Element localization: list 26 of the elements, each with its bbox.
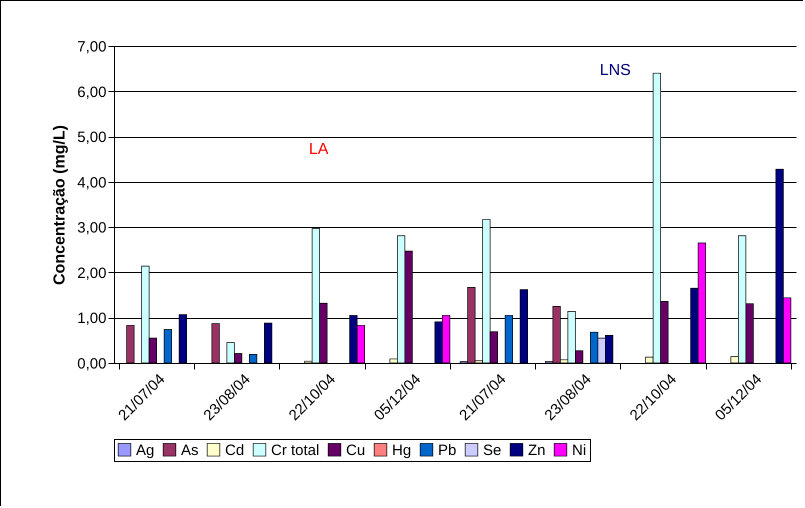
bar xyxy=(264,322,272,364)
y-tick-label: 1,00 xyxy=(77,310,106,328)
legend-label: Hg xyxy=(392,442,412,459)
y-tick-label: 0,00 xyxy=(77,356,106,372)
legend-label: Ag xyxy=(136,442,154,459)
legend-label: Zn xyxy=(528,442,546,459)
bar xyxy=(212,323,220,364)
annotation: LNS xyxy=(600,62,631,79)
y-tick-label: 4,00 xyxy=(77,174,106,192)
legend-label: Cd xyxy=(225,442,244,459)
y-tick-label: 3,00 xyxy=(77,220,106,237)
legend-label: Cu xyxy=(346,442,366,459)
legend-label: Ni xyxy=(572,442,586,459)
legend-label: Se xyxy=(483,442,502,459)
legend-label: Cr total xyxy=(271,442,320,459)
y-axis-title: Concentração (mg/L) xyxy=(51,124,68,286)
annotation: LA xyxy=(308,141,329,158)
bar xyxy=(164,329,172,364)
y-tick-label: 2,00 xyxy=(77,264,106,282)
legend-label: Pb xyxy=(438,442,456,459)
bar xyxy=(249,354,258,364)
bar xyxy=(126,325,134,364)
y-tick-label: 7,00 xyxy=(77,38,106,56)
y-tick-label: 6,00 xyxy=(77,84,106,101)
legend-label: As xyxy=(181,442,199,459)
y-tick-label: 5,00 xyxy=(77,129,106,146)
